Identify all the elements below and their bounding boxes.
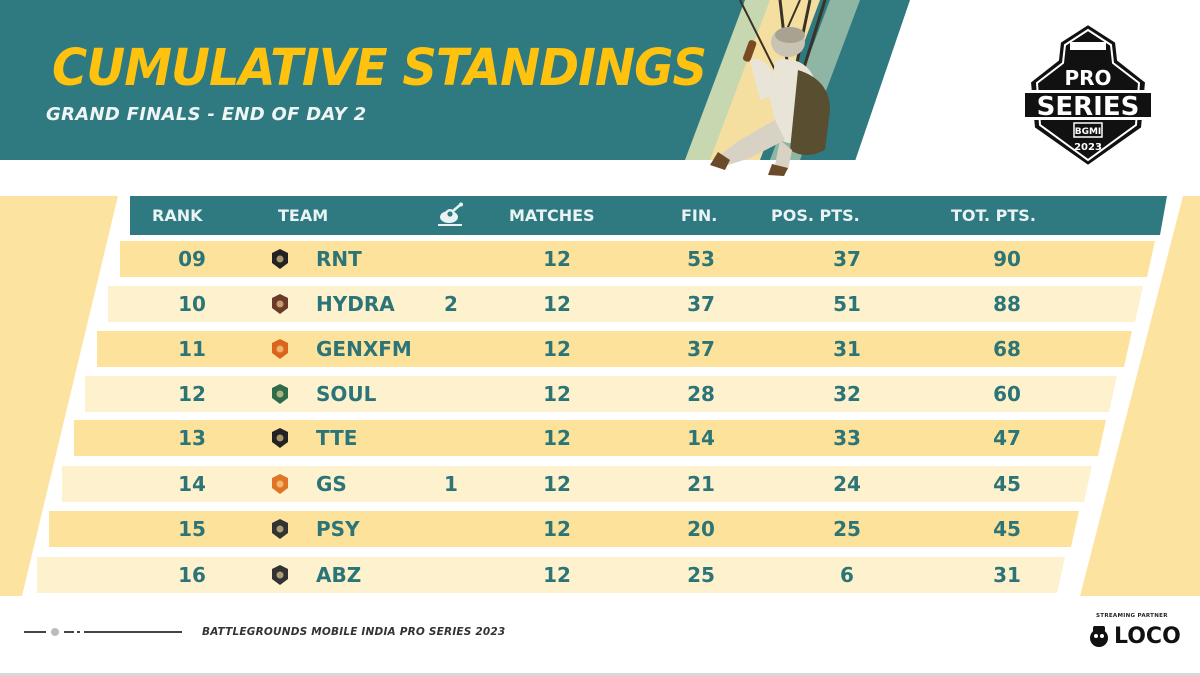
matches-cell: 12 — [543, 517, 571, 541]
chicken-dinner-count-cell — [436, 420, 466, 456]
team-name-cell: RNT — [316, 247, 362, 271]
loco-logo: LOCO — [1088, 622, 1181, 650]
position-points-cell: 25 — [833, 517, 861, 541]
position-points-cell: 51 — [833, 292, 861, 316]
chicken-dinner-count-cell — [436, 331, 466, 367]
finishes-cell: 28 — [687, 382, 715, 406]
bottom-bar — [0, 673, 1200, 676]
total-points-cell: 68 — [993, 337, 1021, 361]
chicken-dinner-count-cell: 2 — [444, 292, 458, 316]
chicken-dinner-count-cell — [436, 557, 466, 593]
finishes-cell: 14 — [687, 426, 715, 450]
table-row: 12 SOUL 12 28 32 60 — [85, 376, 1117, 412]
parachute-soldier-illustration — [710, 0, 830, 176]
table-row: 11 GENXFM 12 37 31 68 — [97, 331, 1132, 367]
rank-cell: 11 — [178, 337, 206, 361]
chicken-dinner-count-cell — [436, 241, 466, 277]
rank-cell: 15 — [178, 517, 206, 541]
team-name-cell: PSY — [316, 517, 360, 541]
table-row: 14 GS 1 12 21 24 45 — [62, 466, 1092, 502]
matches-cell: 12 — [543, 426, 571, 450]
team-name-cell: TTE — [316, 426, 358, 450]
total-points-cell: 60 — [993, 382, 1021, 406]
column-header-rank: RANK — [152, 206, 203, 225]
team-name-cell: GENXFM — [316, 337, 412, 361]
table-row: 13 TTE 12 14 33 47 — [74, 420, 1106, 456]
chicken-dinner-icon — [438, 202, 463, 226]
total-points-cell: 90 — [993, 247, 1021, 271]
page-title: CUMULATIVE STANDINGS — [52, 38, 707, 98]
team-name-cell: GS — [316, 472, 347, 496]
rank-cell: 10 — [178, 292, 206, 316]
matches-cell: 12 — [543, 382, 571, 406]
finishes-cell: 37 — [687, 337, 715, 361]
matches-cell: 12 — [543, 292, 571, 316]
rank-cell: 09 — [178, 247, 206, 271]
column-header-fin: FIN. — [681, 206, 718, 225]
pro-series-logo: PRO SERIES BGMI 2023 — [1022, 22, 1154, 168]
chicken-dinner-count-cell — [436, 376, 466, 412]
position-points-cell: 37 — [833, 247, 861, 271]
matches-cell: 12 — [543, 247, 571, 271]
page-subtitle: GRAND FINALS - END OF DAY 2 — [46, 104, 367, 125]
loco-wordmark: LOCO — [1114, 623, 1181, 649]
team-name-cell: ABZ — [316, 563, 362, 587]
team-logo-icon — [268, 382, 292, 406]
team-logo-icon — [268, 337, 292, 361]
finishes-cell: 20 — [687, 517, 715, 541]
total-points-cell: 47 — [993, 426, 1021, 450]
finishes-cell: 53 — [687, 247, 715, 271]
position-points-cell: 24 — [833, 472, 861, 496]
finishes-cell: 37 — [687, 292, 715, 316]
streaming-partner-label: STREAMING PARTNER — [1096, 613, 1168, 619]
table-row: 10 HYDRA 2 12 37 51 88 — [108, 286, 1143, 322]
rank-cell: 13 — [178, 426, 206, 450]
team-logo-icon — [268, 472, 292, 496]
team-logo-icon — [268, 563, 292, 587]
matches-cell: 12 — [543, 563, 571, 587]
total-points-cell: 31 — [993, 563, 1021, 587]
team-name-cell: SOUL — [316, 382, 377, 406]
footer-decoration — [24, 628, 182, 636]
footer-text: BATTLEGROUNDS MOBILE INDIA PRO SERIES 20… — [202, 626, 506, 638]
finishes-cell: 25 — [687, 563, 715, 587]
table-header: RANK TEAM MATCHES FIN. POS. PTS. TOT. PT… — [130, 196, 1167, 235]
chicken-dinner-count-cell: 1 — [444, 472, 458, 496]
position-points-cell: 32 — [833, 382, 861, 406]
position-points-cell: 31 — [833, 337, 861, 361]
finishes-cell: 21 — [687, 472, 715, 496]
total-points-cell: 88 — [993, 292, 1021, 316]
team-name-cell: HYDRA — [316, 292, 395, 316]
position-points-cell: 33 — [833, 426, 861, 450]
svg-text:BGMI: BGMI — [1075, 127, 1102, 137]
total-points-cell: 45 — [993, 517, 1021, 541]
team-logo-icon — [268, 247, 292, 271]
table-row: 15 PSY 12 20 25 45 — [49, 511, 1079, 547]
loco-mascot-icon — [1090, 626, 1108, 647]
rank-cell: 14 — [178, 472, 206, 496]
table-row: 09 RNT 12 53 37 90 — [120, 241, 1155, 277]
rank-cell: 16 — [178, 563, 206, 587]
team-logo-icon — [268, 426, 292, 450]
column-header-matches: MATCHES — [509, 206, 595, 225]
column-header-tot-pts: TOT. PTS. — [951, 206, 1036, 225]
svg-text:PRO: PRO — [1064, 66, 1111, 90]
table-row: 16 ABZ 12 25 6 31 — [37, 557, 1065, 593]
total-points-cell: 45 — [993, 472, 1021, 496]
team-logo-icon — [268, 517, 292, 541]
chicken-dinner-count-cell — [436, 511, 466, 547]
column-header-team: TEAM — [278, 206, 329, 225]
column-header-pos-pts: POS. PTS. — [771, 206, 860, 225]
svg-text:2023: 2023 — [1074, 142, 1102, 153]
svg-text:SERIES: SERIES — [1037, 92, 1140, 122]
position-points-cell: 6 — [840, 563, 854, 587]
matches-cell: 12 — [543, 337, 571, 361]
team-logo-icon — [268, 292, 292, 316]
matches-cell: 12 — [543, 472, 571, 496]
rank-cell: 12 — [178, 382, 206, 406]
